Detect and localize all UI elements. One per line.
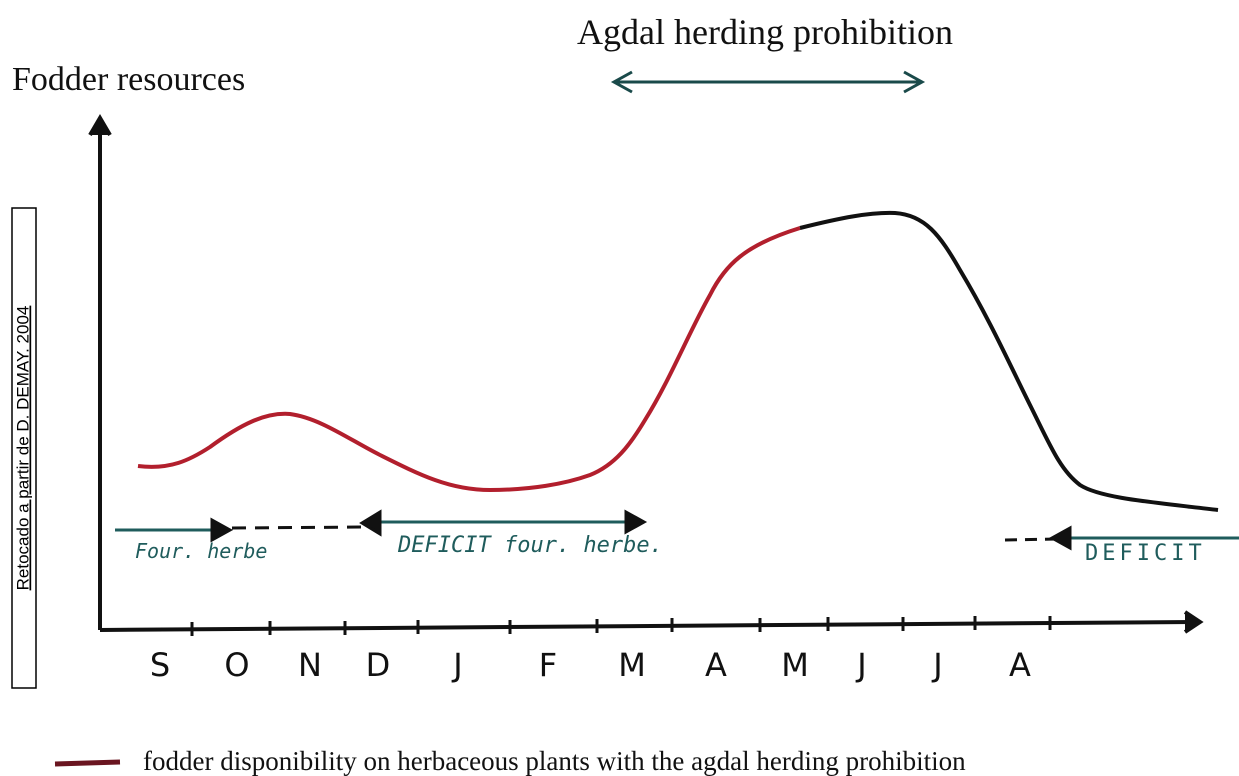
annotation: Four. herbe <box>135 539 267 563</box>
month-label: F <box>539 646 557 684</box>
total-curve <box>799 210 1219 512</box>
month-label: A <box>705 646 727 684</box>
month-label: D <box>366 646 391 684</box>
month-label: J <box>931 646 942 684</box>
month-label: J <box>451 646 462 684</box>
herb-curve <box>137 226 801 493</box>
x-ticks <box>190 616 1052 636</box>
month-label: A <box>1009 646 1031 684</box>
period-arrows <box>115 509 1239 551</box>
month-label: J <box>855 646 866 684</box>
month-label: M <box>781 646 809 684</box>
note-box <box>11 207 37 689</box>
month-label: N <box>298 646 322 684</box>
source-note: Retocado a partir de D. DEMAY. 2004 <box>13 306 32 591</box>
month-label: M <box>618 646 646 684</box>
title: Agdal herding prohibition <box>577 12 953 52</box>
axes <box>88 114 1204 634</box>
legend-text: fodder disponibility on herbaceous plant… <box>143 746 966 776</box>
month-label: O <box>224 646 249 684</box>
legend-swatch <box>54 759 121 767</box>
prohibition-arrow <box>610 70 926 94</box>
annotation: DEFICIT <box>1085 541 1206 566</box>
annotation: DEFICIT four. herbe. <box>397 533 663 558</box>
y-axis-label: Fodder resources <box>12 61 245 98</box>
month-label: S <box>150 646 170 684</box>
